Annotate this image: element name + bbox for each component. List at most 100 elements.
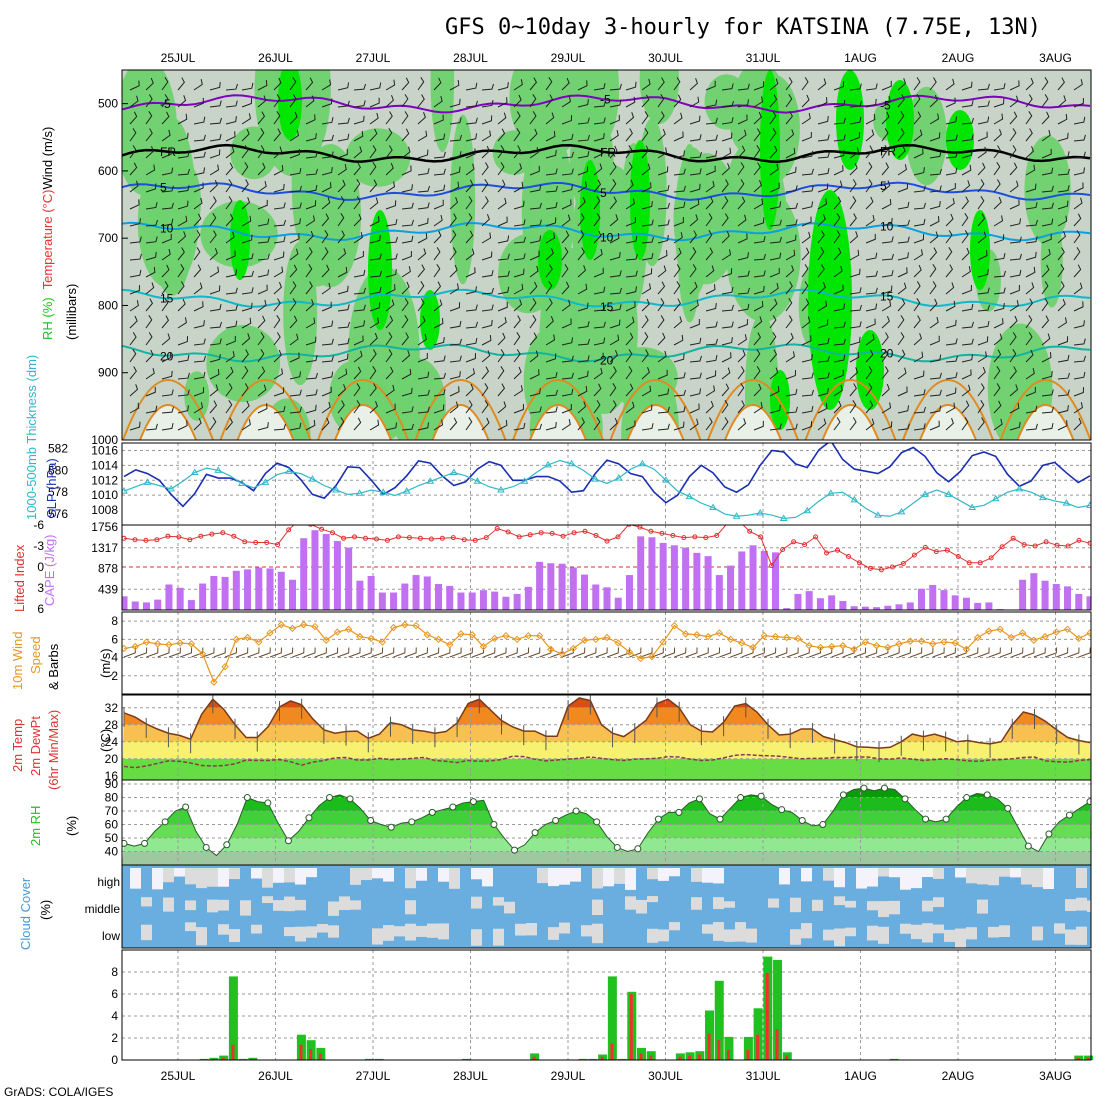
wind-barb xyxy=(593,132,605,142)
barb-stroke xyxy=(689,247,697,261)
wind-barb xyxy=(705,134,718,142)
barb-stroke xyxy=(382,647,395,658)
wind-barb xyxy=(577,134,590,142)
precip-total-bar xyxy=(578,1058,588,1060)
barb-stroke xyxy=(177,298,186,312)
wind-speed-marker xyxy=(535,631,544,640)
barb-stroke xyxy=(177,405,189,414)
cape-bar xyxy=(625,575,633,610)
barb-stroke xyxy=(865,270,878,278)
cloud-cell-middle xyxy=(691,897,702,910)
wind-barb xyxy=(657,388,670,397)
barb-stroke xyxy=(193,387,205,397)
barb-stroke xyxy=(657,184,670,193)
barb-stroke xyxy=(401,184,414,193)
barb-stroke xyxy=(961,213,969,227)
wind-speed-marker xyxy=(625,648,634,656)
wind-barb xyxy=(625,316,635,329)
wind-barb xyxy=(177,264,185,278)
wind-barb xyxy=(145,349,154,363)
wind-speed-marker xyxy=(636,654,645,663)
cloud-cell-high xyxy=(911,868,922,889)
wind-barb xyxy=(577,355,590,363)
wind-barb xyxy=(289,371,302,380)
barb-stroke xyxy=(385,95,394,108)
barb-stroke xyxy=(657,235,669,244)
barb-stroke xyxy=(369,112,379,125)
barb-stroke xyxy=(465,248,475,261)
wind-barb xyxy=(353,130,364,142)
barb-stroke xyxy=(593,179,602,193)
barb-stroke xyxy=(545,94,554,108)
precip-conv-bar xyxy=(639,1053,643,1060)
wind-barb xyxy=(481,130,492,142)
wind-barb xyxy=(897,183,909,193)
barb-stroke xyxy=(225,304,238,312)
cloud-cell-middle xyxy=(295,899,306,911)
wind-barb xyxy=(577,417,585,431)
wind-barb xyxy=(257,403,268,414)
wind-barb xyxy=(801,201,814,210)
barb-stroke xyxy=(353,251,364,261)
wind-barb xyxy=(881,349,889,363)
wind-barb xyxy=(897,267,908,278)
wind-units-label: (m/s) xyxy=(98,648,113,678)
wind-barb xyxy=(481,115,493,125)
wind-barb xyxy=(561,403,572,414)
barb-stroke xyxy=(497,316,507,329)
barb-stroke xyxy=(593,286,606,295)
wind-barb xyxy=(641,367,650,380)
wind-barb xyxy=(849,321,862,329)
wind-barb xyxy=(865,145,874,159)
cloud-cell-high xyxy=(592,868,603,889)
barb-stroke xyxy=(529,369,540,380)
wind-speed-marker xyxy=(401,621,409,629)
wind-barb xyxy=(801,247,810,261)
barb-stroke xyxy=(273,111,281,125)
wind-barb xyxy=(433,389,446,397)
isotherm-line xyxy=(122,221,1091,242)
wind-barb xyxy=(849,196,857,210)
barb-stroke xyxy=(481,270,494,278)
barb-stroke xyxy=(433,318,444,329)
wind-barb xyxy=(529,350,539,363)
wind-barb xyxy=(721,383,730,397)
cloud-cell-low xyxy=(328,925,339,938)
barb-stroke xyxy=(625,286,637,295)
wind-barb xyxy=(449,283,459,295)
wind-barb xyxy=(145,298,154,312)
thickness-marker xyxy=(520,477,529,484)
wind-barb xyxy=(1025,77,1034,91)
warm-isotherm xyxy=(317,379,409,440)
cloud-cell-middle xyxy=(163,897,174,912)
wind-barb xyxy=(737,270,750,278)
wind-barb xyxy=(833,354,846,363)
wind-barb xyxy=(225,231,235,244)
barb-stroke xyxy=(209,266,220,278)
barb-stroke xyxy=(481,130,492,142)
barb-stroke xyxy=(673,150,686,159)
wind-barb xyxy=(801,298,810,312)
wind-barb xyxy=(1009,349,1017,363)
surface-wind-barb xyxy=(640,647,653,658)
wind-barb xyxy=(801,77,809,91)
wind-barb xyxy=(289,264,298,278)
wind-barb xyxy=(401,219,414,227)
barb-stroke xyxy=(1057,151,1070,159)
barb-stroke xyxy=(516,647,530,658)
barb-stroke xyxy=(145,111,153,125)
barb-stroke xyxy=(497,301,508,312)
barb-stroke xyxy=(337,248,347,261)
wind-barb xyxy=(1057,247,1065,261)
barb-stroke xyxy=(177,317,187,329)
wind-barb xyxy=(353,417,362,431)
thickness-marker xyxy=(803,506,812,514)
wind-barb xyxy=(961,196,969,210)
wind-barb xyxy=(593,367,603,380)
barb-stroke xyxy=(865,287,878,295)
wind-barb xyxy=(161,111,170,125)
bottom-date-labels: 25JUL 26JUL 27JUL 28JUL 29JUL 30JUL 31JUL 1AUG 2… xyxy=(161,1069,1072,1083)
rh-marker xyxy=(963,794,971,802)
cloud-cell-low xyxy=(493,928,504,946)
